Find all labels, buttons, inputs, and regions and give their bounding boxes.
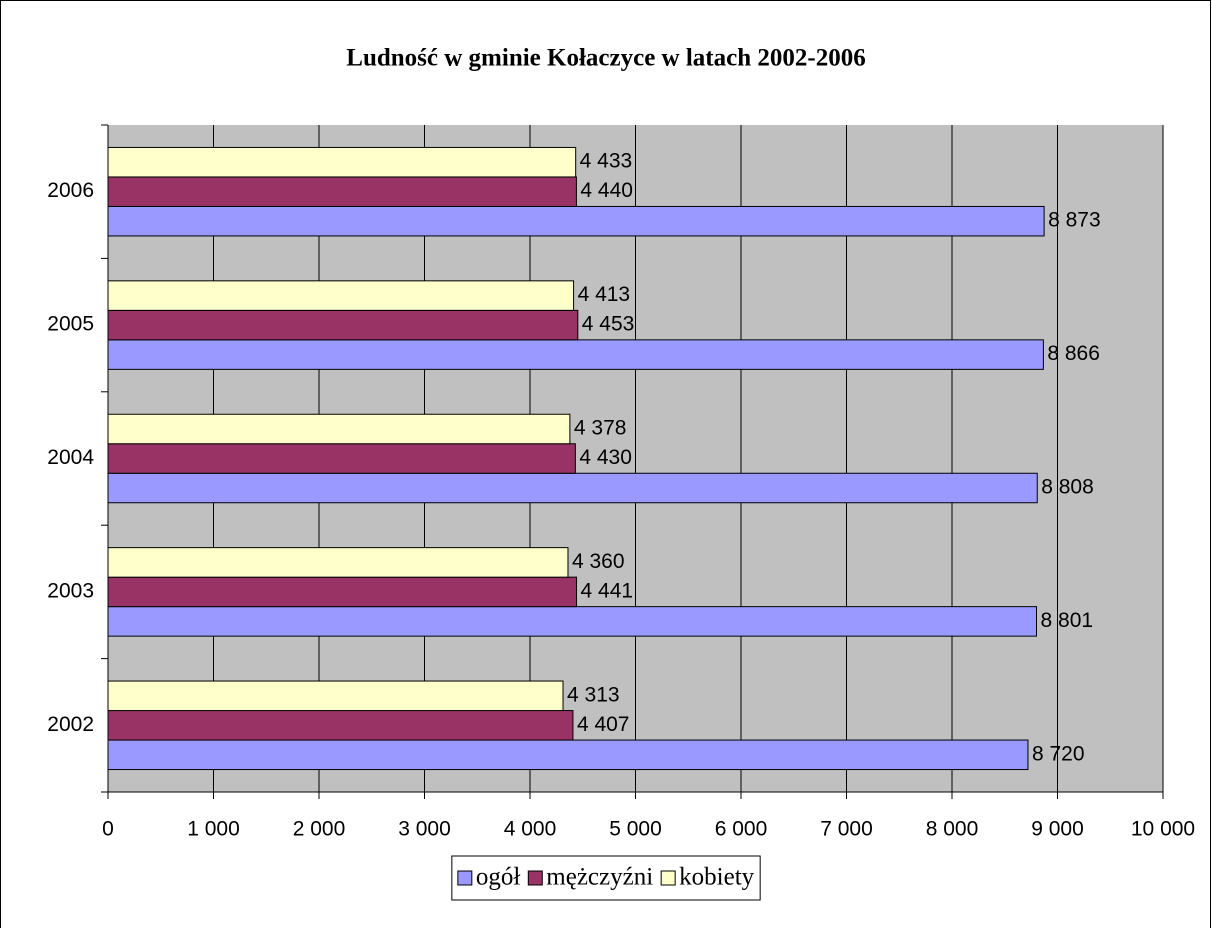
- bar: [107, 205, 1045, 237]
- bar: [107, 280, 575, 311]
- value-label: 8 720: [1032, 742, 1085, 765]
- x-tick-label: 5 000: [609, 818, 662, 841]
- y-tick-label: 2006: [47, 179, 94, 202]
- bar: [107, 680, 564, 712]
- value-label: 8 866: [1047, 342, 1100, 365]
- x-tick-label: 1 000: [187, 818, 240, 841]
- value-label: 4 407: [577, 713, 630, 736]
- x-tick-label: 10 000: [1131, 818, 1195, 841]
- bar: [107, 739, 1029, 771]
- bar: [107, 710, 574, 741]
- bar: [107, 443, 576, 474]
- legend: ogół mężczyźni kobiety: [451, 855, 761, 901]
- bar: [107, 547, 569, 578]
- legend-label: mężczyźni: [546, 864, 653, 891]
- y-tick-label: 2002: [47, 713, 94, 736]
- x-tick-label: 2 000: [293, 818, 346, 841]
- x-tick-label: 9 000: [1031, 818, 1084, 841]
- x-tick-label: 3 000: [398, 818, 451, 841]
- bar: [107, 339, 1044, 370]
- legend-swatch: [457, 870, 473, 886]
- value-label: 8 808: [1041, 476, 1094, 499]
- legend-swatch: [527, 870, 543, 886]
- bar: [107, 472, 1038, 504]
- value-label: 4 313: [567, 683, 620, 706]
- value-label: 4 433: [580, 150, 633, 173]
- legend-label: ogół: [476, 864, 521, 891]
- y-tick-label: 2003: [47, 579, 94, 602]
- x-tick-label: 7 000: [820, 818, 873, 841]
- x-tick-label: 0: [102, 818, 114, 841]
- x-tick-label: 8 000: [926, 818, 979, 841]
- y-tick-label: 2004: [47, 446, 94, 469]
- legend-label: kobiety: [679, 864, 754, 891]
- legend-frame: [451, 855, 761, 901]
- value-label: 4 430: [579, 446, 632, 469]
- legend-swatch: [660, 870, 676, 886]
- y-tick-label: 2005: [47, 313, 94, 336]
- value-label: 4 441: [581, 579, 634, 602]
- value-label: 4 360: [572, 550, 625, 573]
- bar: [107, 146, 577, 178]
- value-label: 4 440: [580, 179, 633, 202]
- chart-title: Ludność w gminie Kołaczyce w latach 2002…: [346, 45, 865, 72]
- bar: [107, 309, 579, 341]
- value-label: 4 453: [582, 313, 635, 336]
- x-tick-label: 4 000: [504, 818, 557, 841]
- value-label: 4 378: [574, 417, 627, 440]
- value-label: 8 873: [1048, 209, 1101, 232]
- bar: [107, 606, 1038, 637]
- bar: [107, 413, 571, 445]
- value-label: 8 801: [1041, 609, 1094, 632]
- value-label: 4 413: [578, 283, 631, 306]
- x-tick-label: 6 000: [715, 818, 768, 841]
- bar: [107, 576, 578, 608]
- bar: [107, 176, 577, 207]
